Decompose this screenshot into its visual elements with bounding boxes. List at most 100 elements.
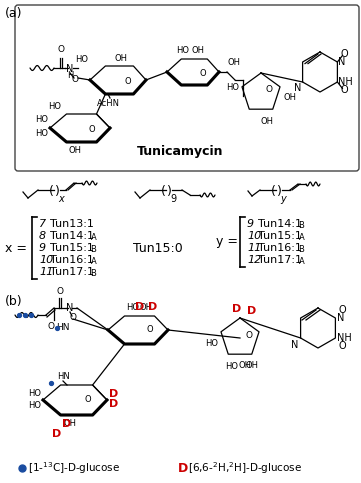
Text: O: O <box>340 85 348 95</box>
Text: D: D <box>232 304 242 314</box>
Text: HO: HO <box>126 303 139 312</box>
Text: OH: OH <box>261 117 274 126</box>
Text: Tun15:1: Tun15:1 <box>258 231 302 241</box>
Text: HO: HO <box>35 115 48 125</box>
Text: B: B <box>91 270 96 279</box>
Text: x: x <box>58 194 64 204</box>
Text: HO: HO <box>28 389 41 398</box>
Text: HO: HO <box>205 339 218 347</box>
Text: AcHN: AcHN <box>96 99 119 108</box>
Text: HO: HO <box>177 46 190 55</box>
Text: H: H <box>67 71 73 81</box>
Text: OH: OH <box>64 419 77 428</box>
Text: OH: OH <box>114 54 127 63</box>
Text: Tun17:1: Tun17:1 <box>50 267 94 277</box>
Text: N: N <box>291 340 299 350</box>
Text: Tun13:1: Tun13:1 <box>50 219 94 229</box>
Text: HN: HN <box>57 372 69 381</box>
Text: OH: OH <box>227 58 240 67</box>
Text: O: O <box>338 341 346 351</box>
Text: O: O <box>147 326 153 335</box>
Text: O: O <box>200 70 206 79</box>
Text: [1-$^{13}$C]-D-glucose: [1-$^{13}$C]-D-glucose <box>28 460 120 476</box>
Text: (b): (b) <box>5 295 23 308</box>
Text: D: D <box>52 429 62 439</box>
Text: A: A <box>299 233 304 242</box>
Text: 9: 9 <box>247 219 254 229</box>
Text: OH: OH <box>283 94 296 102</box>
Text: D: D <box>148 302 158 312</box>
Text: N: N <box>66 303 74 313</box>
Text: D: D <box>247 306 257 316</box>
Text: O: O <box>340 49 348 59</box>
Text: OH: OH <box>245 361 258 370</box>
Text: HO: HO <box>226 362 239 371</box>
Text: D: D <box>109 399 118 409</box>
Text: (: ( <box>270 185 275 198</box>
Text: O: O <box>89 126 95 134</box>
Text: A: A <box>299 257 304 267</box>
Text: 7: 7 <box>39 219 46 229</box>
Text: N: N <box>338 313 345 323</box>
Text: HN: HN <box>56 324 70 332</box>
Text: O: O <box>245 330 252 340</box>
Text: N: N <box>338 57 346 67</box>
Text: Tun14:1: Tun14:1 <box>258 219 302 229</box>
Text: Tun15:0: Tun15:0 <box>133 242 183 255</box>
Text: x =: x = <box>5 242 27 255</box>
Text: HO: HO <box>48 102 61 111</box>
Text: O: O <box>265 85 273 95</box>
Text: 9: 9 <box>170 194 176 204</box>
FancyBboxPatch shape <box>15 5 359 171</box>
Text: 11: 11 <box>247 243 261 253</box>
Text: 11: 11 <box>39 267 53 277</box>
Text: y =: y = <box>216 236 238 248</box>
Text: 9: 9 <box>39 243 46 253</box>
Text: ): ) <box>166 185 171 198</box>
Text: B: B <box>299 222 304 230</box>
Text: 10: 10 <box>39 255 53 265</box>
Text: 10: 10 <box>247 231 261 241</box>
Text: Tun17:1: Tun17:1 <box>258 255 302 265</box>
Text: N: N <box>66 64 74 74</box>
Text: Tun16:1: Tun16:1 <box>258 243 302 253</box>
Text: Tun14:1: Tun14:1 <box>50 231 94 241</box>
Text: O: O <box>57 45 65 54</box>
Text: NH: NH <box>338 77 353 87</box>
Text: NH: NH <box>338 333 352 343</box>
Text: [6,6-$^{2}$H,$^{2}$H]-D-glucose: [6,6-$^{2}$H,$^{2}$H]-D-glucose <box>188 460 302 476</box>
Text: N: N <box>294 83 301 93</box>
Text: B: B <box>91 245 96 255</box>
Text: O: O <box>57 287 64 296</box>
Text: OH: OH <box>139 303 152 312</box>
Text: D: D <box>109 389 118 399</box>
Text: ): ) <box>55 185 60 198</box>
Text: Tun16:1: Tun16:1 <box>50 255 94 265</box>
Text: 8: 8 <box>39 231 46 241</box>
Text: (a): (a) <box>5 7 22 20</box>
Text: A: A <box>91 257 96 267</box>
Text: O: O <box>48 322 55 331</box>
Text: OH: OH <box>191 46 204 55</box>
Text: O: O <box>85 396 91 404</box>
Text: B: B <box>299 245 304 255</box>
Text: O: O <box>338 305 346 315</box>
Text: OH: OH <box>239 361 252 370</box>
Text: HO: HO <box>226 84 239 93</box>
Text: (: ( <box>161 185 165 198</box>
Text: ): ) <box>277 185 282 198</box>
Text: HO: HO <box>75 55 88 64</box>
Text: O: O <box>70 313 77 323</box>
Text: D: D <box>62 419 71 429</box>
Text: Tun15:1: Tun15:1 <box>50 243 94 253</box>
Text: O: O <box>71 75 78 85</box>
Text: O: O <box>125 77 131 86</box>
Text: Tunicamycin: Tunicamycin <box>137 145 223 158</box>
Text: D: D <box>135 302 145 312</box>
Text: OH: OH <box>69 146 82 155</box>
Text: HO: HO <box>28 401 41 411</box>
Text: 12: 12 <box>247 255 261 265</box>
Text: (: ( <box>49 185 53 198</box>
Text: D: D <box>178 461 188 474</box>
Text: HO: HO <box>35 128 48 138</box>
